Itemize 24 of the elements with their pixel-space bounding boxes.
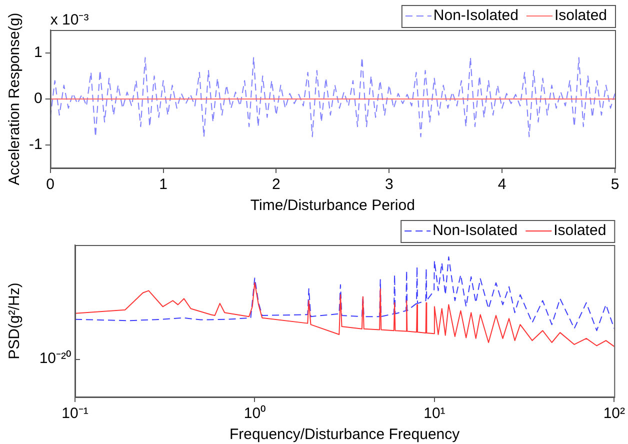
x-tick-label: 2 bbox=[272, 176, 280, 194]
x-tick-label: 10⁰ bbox=[244, 405, 266, 422]
x-axis-title: Time/Disturbance Period bbox=[250, 197, 415, 214]
y-tick-label: 0 bbox=[34, 90, 42, 108]
legend-label: Isolated bbox=[554, 7, 608, 24]
y-tick-label: 1 bbox=[34, 44, 42, 62]
x-axis-title: Frequency/Disturbance Frequency bbox=[230, 426, 460, 444]
x-tick-label: 10¹ bbox=[424, 405, 446, 422]
text: 10⁻²⁰ bbox=[39, 350, 71, 368]
x-tick-label: 10⁻¹ bbox=[62, 405, 88, 422]
y-axis-title: Acceleration Response(g) bbox=[6, 12, 24, 186]
x-tick-label: 0 bbox=[46, 176, 55, 194]
x-tick-label: 10² bbox=[603, 405, 626, 422]
legend-label: Non-Isolated bbox=[432, 222, 518, 240]
x-tick-label: 3 bbox=[384, 176, 394, 194]
y-tick-label: -1 bbox=[28, 136, 42, 154]
legend-label: Isolated bbox=[554, 222, 606, 240]
x-tick-label: 1 bbox=[159, 176, 168, 194]
text: x 10⁻³ bbox=[50, 12, 89, 29]
y-axis-title: PSD(g²/Hz) bbox=[6, 282, 24, 360]
x-tick-label: 5 bbox=[610, 176, 620, 194]
line-series bbox=[50, 57, 615, 138]
legend-label: Non-Isolated bbox=[433, 7, 518, 24]
x-tick-label: 4 bbox=[498, 176, 506, 194]
